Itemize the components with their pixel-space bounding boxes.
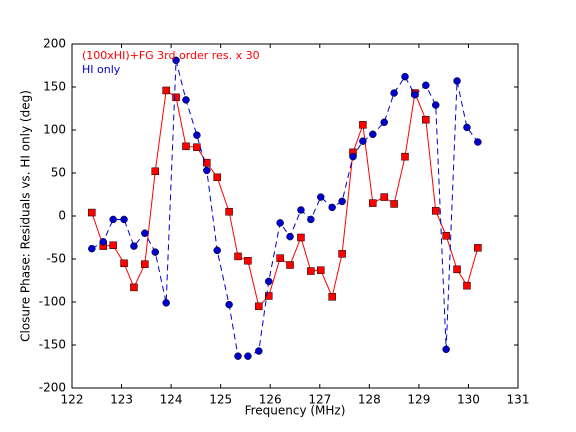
marker [109, 241, 117, 249]
marker [390, 89, 398, 97]
y-tick-label: 100 [43, 123, 66, 137]
marker [328, 203, 336, 212]
marker [151, 167, 160, 176]
marker [474, 244, 482, 252]
y-tick-label: -50 [46, 252, 66, 266]
marker [130, 242, 138, 250]
marker [431, 207, 440, 215]
marker [162, 299, 170, 307]
x-tick-label: 127 [308, 393, 331, 407]
marker [338, 250, 346, 258]
marker [380, 118, 388, 127]
marker [453, 265, 461, 274]
marker [244, 256, 252, 265]
marker [203, 158, 211, 167]
marker [338, 197, 346, 206]
marker [120, 215, 128, 224]
y-tick-label: 0 [58, 209, 66, 223]
y-axis-label: Closure Phase: Residuals vs. HI only (de… [19, 90, 33, 342]
marker [442, 232, 450, 240]
marker [286, 261, 294, 269]
marker [380, 193, 388, 201]
marker [359, 137, 367, 145]
marker [88, 244, 96, 253]
x-tick-label: 130 [457, 393, 480, 407]
marker [88, 208, 96, 217]
marker [182, 96, 190, 104]
marker [422, 115, 430, 124]
marker [442, 345, 450, 354]
marker [193, 143, 201, 151]
x-tick-label: 131 [507, 393, 530, 407]
marker [193, 131, 201, 139]
marker [225, 300, 233, 309]
marker [162, 86, 170, 95]
y-tick-label: 50 [51, 166, 66, 180]
marker [234, 252, 242, 261]
marker [213, 246, 221, 255]
x-axis-label: Frequency (MHz) [245, 404, 346, 418]
marker [401, 152, 409, 161]
marker [99, 238, 107, 246]
marker [369, 199, 377, 207]
marker [411, 90, 419, 99]
series-line [91, 89, 479, 308]
x-tick-label: 123 [110, 393, 133, 407]
marker [286, 232, 294, 241]
marker [453, 77, 461, 85]
series-line [91, 60, 479, 357]
marker [390, 200, 398, 208]
marker [463, 281, 471, 290]
y-tick-label: 150 [43, 80, 66, 94]
marker [307, 215, 315, 224]
marker [359, 121, 367, 129]
marker [276, 219, 284, 227]
marker [255, 347, 263, 355]
marker [307, 267, 315, 275]
x-tick-label: 122 [61, 393, 84, 407]
marker [297, 206, 305, 214]
y-tick-label: -100 [39, 295, 66, 309]
marker [120, 259, 128, 268]
marker [317, 193, 325, 201]
marker [276, 254, 284, 262]
x-tick-label: 124 [160, 393, 183, 407]
x-tick-label: 129 [407, 393, 430, 407]
legend-entry: HI only [82, 63, 121, 76]
marker [213, 173, 221, 182]
marker [225, 207, 233, 216]
marker [130, 283, 138, 292]
marker [328, 293, 336, 301]
marker [264, 277, 273, 286]
marker [234, 352, 242, 360]
x-tick-label: 126 [259, 393, 282, 407]
marker [422, 81, 430, 90]
marker [297, 233, 305, 242]
marker [151, 248, 160, 256]
marker [244, 352, 252, 360]
marker [474, 138, 482, 146]
marker [349, 152, 357, 161]
marker [463, 123, 471, 132]
marker [401, 72, 409, 81]
marker [431, 101, 440, 109]
y-tick-label: -150 [39, 338, 66, 352]
y-tick-label: -200 [39, 381, 66, 395]
marker [203, 166, 211, 175]
marker [255, 302, 263, 311]
marker [141, 260, 149, 268]
marker [172, 56, 180, 65]
legend-entry: (100xHI)+FG 3rd order res. x 30 [82, 49, 260, 62]
x-tick-label: 128 [358, 393, 381, 407]
marker [317, 266, 325, 274]
x-tick-label: 125 [209, 393, 232, 407]
marker [141, 229, 149, 237]
marker [109, 215, 117, 224]
y-tick-label: 200 [43, 37, 66, 51]
marker [369, 130, 377, 139]
marker [264, 292, 273, 300]
marker [182, 142, 190, 151]
marker [172, 93, 180, 102]
